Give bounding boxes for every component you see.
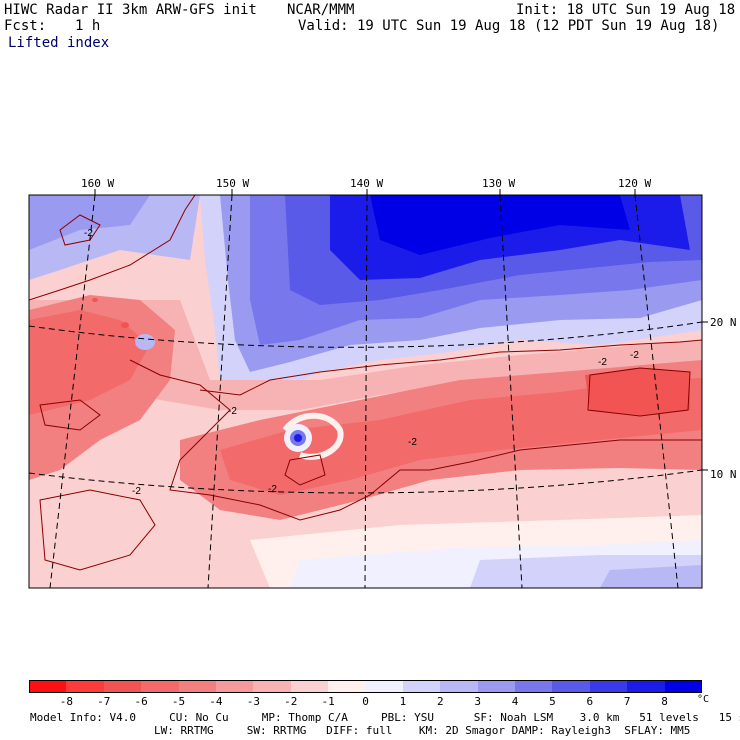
colorbar-tick-label: -8	[59, 695, 73, 708]
org-label: NCAR/MMM	[287, 2, 355, 18]
init-time: Init: 18 UTC Sun 19 Aug 18	[516, 2, 736, 18]
latitude-label: 10 N	[710, 468, 737, 481]
colorbar-swatch	[66, 680, 105, 693]
contour-label: -2	[84, 228, 93, 239]
colorbar-tick-label: 7	[623, 695, 631, 708]
contour-label: -2	[598, 357, 607, 368]
longitude-label: 160 W	[81, 177, 115, 190]
colorbar-swatch	[103, 680, 142, 693]
colorbar-swatch	[515, 680, 553, 693]
colorbar-swatch	[627, 680, 666, 693]
graticule	[29, 195, 702, 588]
colorbar-tick-label: -4	[209, 695, 223, 708]
forecast-label: Fcst:	[4, 18, 47, 34]
colorbar-swatch	[141, 680, 180, 693]
colorbar-swatch	[552, 680, 591, 693]
colorbar-unit: °C	[697, 694, 710, 705]
colorbar-frame	[29, 680, 702, 693]
latitude-label: 20 N	[710, 316, 737, 329]
colorbar-tick-label: 6	[586, 695, 594, 708]
colorbar-swatch	[440, 680, 479, 693]
longitude-label: 150 W	[216, 177, 250, 190]
colorbar-swatch	[215, 680, 254, 693]
map-field: -2 -2 -2 -2 -2 -2 -2	[29, 195, 702, 588]
colorbar-tick-label: -5	[171, 695, 186, 708]
contour-label: -2	[132, 486, 141, 497]
colorbar-tick-label: 2	[436, 695, 444, 708]
colorbar-swatch	[589, 680, 628, 693]
colorbar-tick-label: -1	[321, 695, 335, 708]
colorbar-swatch	[477, 680, 516, 693]
field-name: Lifted index	[8, 35, 110, 51]
colorbar-tick-label: 5	[549, 695, 556, 708]
longitude-label: 130 W	[482, 177, 516, 190]
colorbar-swatch	[253, 680, 292, 693]
colorbar-tick-label: 3	[474, 695, 481, 708]
colorbar-swatch	[29, 680, 67, 693]
colorbar-swatch	[328, 680, 366, 693]
colorbar-tick-label: 1	[399, 695, 407, 708]
forecast-hour: 1 h	[75, 18, 101, 34]
colorbar-swatch	[178, 680, 217, 693]
colorbar-tick-label: -3	[246, 695, 260, 708]
colorbar-tick-label: -7	[97, 695, 111, 708]
colorbar-tick-label: -2	[284, 695, 298, 708]
colorbar-swatch	[290, 680, 329, 693]
contour-label: -2	[228, 406, 237, 417]
longitude-label: 140 W	[350, 177, 384, 190]
longitude-label: 120 W	[618, 177, 652, 190]
colorbar-swatch	[365, 680, 404, 693]
colorbar-swatch	[664, 680, 703, 693]
contour-label: -2	[630, 350, 639, 361]
colorbar-tick-label: -6	[134, 695, 148, 708]
model-info-line1: Model Info: V4.0 CU: No Cu MP: Thomp C/A…	[30, 711, 740, 724]
colorbar-swatch	[402, 680, 441, 693]
valid-time: Valid: 19 UTC Sun 19 Aug 18 (12 PDT Sun …	[298, 18, 720, 34]
colorbar-tick-label: 4	[511, 695, 519, 708]
colorbar-tick-label: 8	[661, 695, 668, 708]
model-title: HIWC Radar II 3km ARW-GFS init	[4, 2, 257, 18]
contour-label: -2	[268, 484, 277, 495]
contour-label: -2	[408, 437, 417, 448]
colorbar-tick-label: 0	[362, 695, 369, 708]
model-info-line2: LW: RRTMG SW: RRTMG DIFF: full KM: 2D Sm…	[154, 724, 691, 737]
map-border	[28, 194, 703, 589]
